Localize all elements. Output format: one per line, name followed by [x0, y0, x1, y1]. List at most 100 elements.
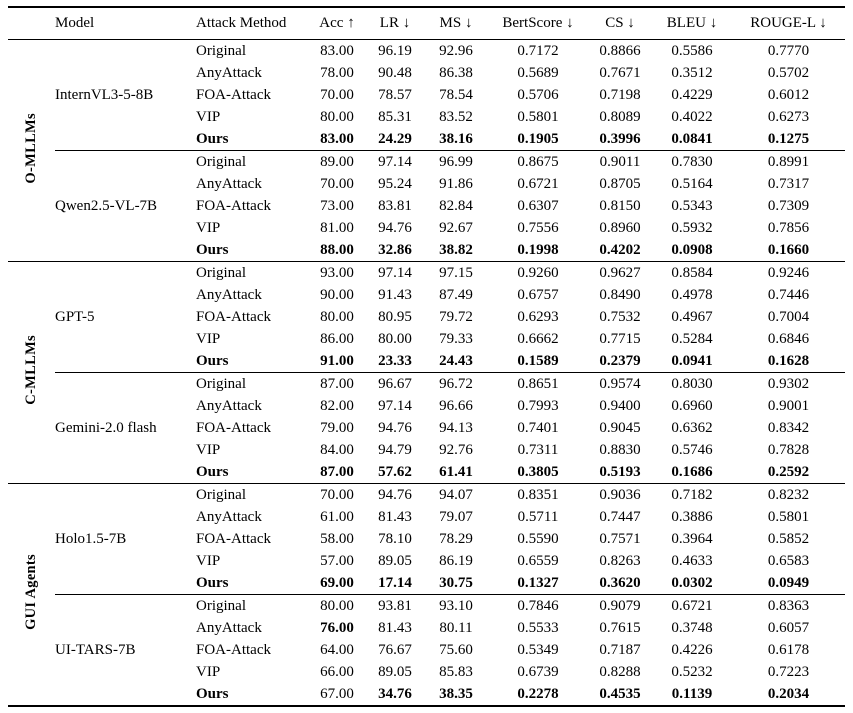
- table-row: AnyAttack 61.00 81.43 79.07 0.5711 0.7447 0.38…: [8, 506, 845, 528]
- attack-method-cell: VIP: [196, 552, 221, 569]
- attack-method-cell: FOA-Attack: [196, 530, 271, 547]
- value-cell: 0.8150: [599, 197, 641, 214]
- table-body: O-MLLMs InternVL3-5-8B Original 83.00 96.19 9…: [8, 40, 845, 706]
- value-cell: 84.00: [320, 441, 354, 458]
- value-cell: 0.4022: [671, 108, 713, 125]
- value-cell: 0.3620: [599, 574, 641, 591]
- value-cell: 91.86: [439, 175, 473, 192]
- value-cell: 0.8991: [732, 150, 845, 173]
- value-cell: 80.11: [439, 619, 473, 636]
- value-cell: 0.6307: [517, 197, 559, 214]
- value-cell: 0.7615: [599, 619, 641, 636]
- value-cell: 0.7198: [599, 86, 641, 103]
- value-cell: 93.81: [366, 594, 424, 617]
- value-cell: 0.7993: [517, 397, 559, 414]
- value-cell: 0.8675: [488, 150, 588, 173]
- table-row: AnyAttack 78.00 90.48 86.38 0.5689 0.7671 0.35…: [8, 62, 845, 84]
- attack-method-cell: Original: [196, 483, 308, 506]
- column-header-cs: CS ↓: [588, 7, 652, 40]
- group-label-cell: GUI Agents: [8, 483, 55, 706]
- value-cell: 67.00: [320, 685, 354, 702]
- value-cell: 0.7556: [517, 219, 559, 236]
- value-cell: 0.2592: [767, 463, 810, 480]
- model-name-cell: GPT-5: [55, 261, 196, 373]
- value-cell: 75.60: [439, 641, 473, 658]
- table-row: FOA-Attack 70.00 78.57 78.54 0.5706 0.7198 0.4…: [8, 84, 845, 106]
- column-header-ms: MS ↓: [424, 7, 488, 40]
- attack-method-cell: FOA-Attack: [196, 641, 271, 658]
- attack-method-cell: Ours: [196, 130, 229, 147]
- value-cell: 0.7828: [767, 441, 810, 458]
- table-row: VIP 57.00 89.05 86.19 0.6559 0.8263 0.4633 0.65…: [8, 550, 845, 572]
- table-row: VIP 86.00 80.00 79.33 0.6662 0.7715 0.5284 0.68…: [8, 328, 845, 350]
- value-cell: 0.7223: [767, 663, 810, 680]
- value-cell: 0.3805: [517, 463, 559, 480]
- value-cell: 0.7671: [599, 64, 641, 81]
- value-cell: 0.6293: [517, 308, 559, 325]
- value-cell: 0.4229: [671, 86, 713, 103]
- results-table: Model Attack Method Acc ↑ LR ↓ MS ↓ Bert…: [8, 6, 845, 707]
- value-cell: 73.00: [320, 197, 354, 214]
- table-row: AnyAttack 76.00 81.43 80.11 0.5533 0.7615 0.37…: [8, 617, 845, 639]
- value-cell: 58.00: [320, 530, 354, 547]
- table-row: AnyAttack 90.00 91.43 87.49 0.6757 0.8490 0.49…: [8, 284, 845, 306]
- attack-method-cell: Ours: [196, 241, 229, 258]
- table-row: VIP 84.00 94.79 92.76 0.7311 0.8830 0.5746 0.78…: [8, 439, 845, 461]
- value-cell: 94.07: [424, 483, 488, 506]
- attack-method-cell: AnyAttack: [196, 175, 262, 192]
- value-cell: 86.38: [439, 64, 473, 81]
- value-cell: 97.14: [378, 397, 412, 414]
- attack-method-cell: Original: [196, 594, 308, 617]
- value-cell: 0.4535: [599, 685, 641, 702]
- value-cell: 78.54: [439, 86, 473, 103]
- value-cell: 86.19: [439, 552, 473, 569]
- value-cell: 0.6721: [652, 594, 732, 617]
- value-cell: 79.07: [439, 508, 473, 525]
- table-header: Model Attack Method Acc ↑ LR ↓ MS ↓ Bert…: [8, 7, 845, 40]
- value-cell: 0.2034: [767, 685, 810, 702]
- value-cell: 0.9001: [767, 397, 810, 414]
- value-cell: 94.13: [439, 419, 473, 436]
- attack-method-cell: VIP: [196, 663, 221, 680]
- group-column-header: [8, 7, 55, 40]
- value-cell: 0.7846: [488, 594, 588, 617]
- column-header-bleu: BLEU ↓: [652, 7, 732, 40]
- value-cell: 66.00: [320, 663, 354, 680]
- attack-method-cell: AnyAttack: [196, 286, 262, 303]
- value-cell: 96.99: [424, 150, 488, 173]
- value-cell: 0.8866: [599, 42, 641, 59]
- value-cell: 80.00: [320, 308, 354, 325]
- value-cell: 0.6757: [517, 286, 559, 303]
- value-cell: 0.1905: [517, 130, 559, 147]
- value-cell: 83.52: [439, 108, 473, 125]
- value-cell: 0.0941: [671, 352, 713, 369]
- value-cell: 0.9400: [599, 397, 641, 414]
- value-cell: 81.43: [378, 508, 412, 525]
- value-cell: 0.8351: [488, 483, 588, 506]
- table-row: FOA-Attack 79.00 94.76 94.13 0.7401 0.9045 0.6…: [8, 417, 845, 439]
- value-cell: 94.76: [366, 483, 424, 506]
- table-row: Ours 67.00 34.76 38.35 0.2278 0.4535 0.1139 0.2…: [8, 683, 845, 706]
- value-cell: 76.00: [320, 619, 354, 636]
- value-cell: 89.00: [308, 150, 366, 173]
- value-cell: 83.81: [378, 197, 412, 214]
- value-cell: 0.8960: [599, 219, 641, 236]
- value-cell: 0.7401: [517, 419, 559, 436]
- value-cell: 96.66: [439, 397, 473, 414]
- value-cell: 0.7532: [599, 308, 641, 325]
- value-cell: 80.00: [308, 594, 366, 617]
- column-header-attack-method: Attack Method: [196, 7, 308, 40]
- value-cell: 92.76: [439, 441, 473, 458]
- value-cell: 0.0908: [671, 241, 713, 258]
- value-cell: 87.00: [320, 463, 354, 480]
- value-cell: 0.7172: [517, 42, 559, 59]
- value-cell: 38.82: [439, 241, 473, 258]
- table-row: VIP 81.00 94.76 92.67 0.7556 0.8960 0.5932 0.78…: [8, 217, 845, 239]
- value-cell: 0.8584: [652, 261, 732, 284]
- value-cell: 93.10: [424, 594, 488, 617]
- value-cell: 0.4202: [599, 241, 641, 258]
- attack-method-cell: FOA-Attack: [196, 419, 271, 436]
- value-cell: 83.00: [320, 130, 354, 147]
- value-cell: 0.5164: [671, 175, 713, 192]
- value-cell: 93.00: [308, 261, 366, 284]
